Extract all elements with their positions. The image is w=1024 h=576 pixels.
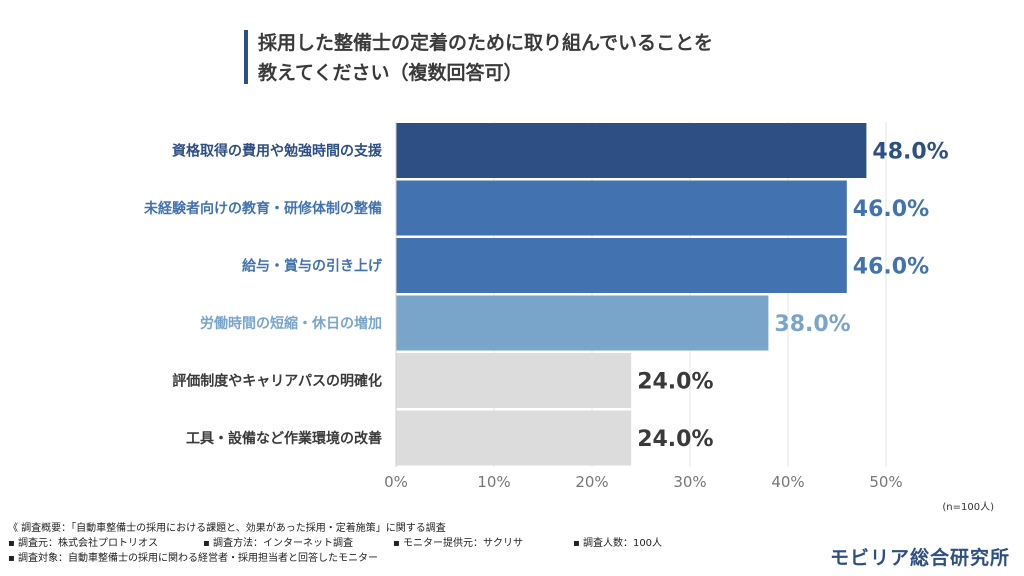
value-label: 46.0%	[853, 197, 929, 222]
x-tick-label: 50%	[869, 473, 902, 491]
brand-logo: モビリア総合研究所	[829, 547, 1010, 569]
bar	[396, 123, 867, 178]
category-label: 労働時間の短縮・休日の増加	[200, 315, 382, 332]
bar	[396, 353, 632, 408]
value-label: 46.0%	[853, 255, 929, 280]
x-tick-label: 10%	[477, 473, 510, 491]
title-line-2: 教えてください（複数回答可）	[258, 62, 523, 84]
category-label: 未経験者向けの教育・研修体制の整備	[144, 200, 382, 217]
x-tick-label: 20%	[575, 473, 608, 491]
footer-source: ▪ 調査元：株式会社プロトリオス	[8, 538, 158, 549]
bar	[396, 410, 632, 466]
footer-line-2: ▪ 調査元：株式会社プロトリオス ▪ 調査方法：インターネット調査 ▪ モニター…	[8, 537, 708, 551]
title-accent-bar	[244, 30, 248, 84]
value-label: 38.0%	[774, 312, 850, 337]
sample-size-note: (n=100人)	[942, 502, 994, 513]
value-label: 24.0%	[637, 370, 713, 395]
category-label: 給与・賞与の引き上げ	[242, 258, 383, 275]
bar	[396, 238, 847, 293]
category-label: 資格取得の費用や勉強時間の支援	[172, 143, 383, 160]
value-label: 24.0%	[637, 427, 713, 452]
footer-line-3: ▪ 調査対象：自動車整備士の採用に関わる経営者・採用担当者と回答したモニター	[8, 553, 378, 564]
bar	[396, 295, 769, 351]
category-label: 工具・設備など作業環境の改善	[186, 430, 382, 447]
title-text: 採用した整備士の定着のために取り組んでいることを 教えてください（複数回答可）	[258, 28, 713, 88]
x-tick-label: 30%	[673, 473, 706, 491]
footer-monitor: ▪ モニター提供元：サクリサ	[393, 538, 523, 549]
x-tick-label: 40%	[771, 473, 804, 491]
footer-line-1: 《 調査概要：「自動車整備士の採用における課題と、効果があった採用・定着施策」に…	[8, 523, 446, 534]
footer-count: ▪ 調査人数：100人	[573, 538, 663, 549]
x-tick-label: 0%	[384, 473, 408, 491]
value-label: 48.0%	[872, 140, 948, 165]
bar	[396, 180, 847, 236]
title-line-1: 採用した整備士の定着のために取り組んでいることを	[258, 32, 714, 54]
category-label: 評価制度やキャリアパスの明確化	[172, 373, 382, 390]
footer-method: ▪ 調査方法：インターネット調査	[203, 538, 353, 549]
